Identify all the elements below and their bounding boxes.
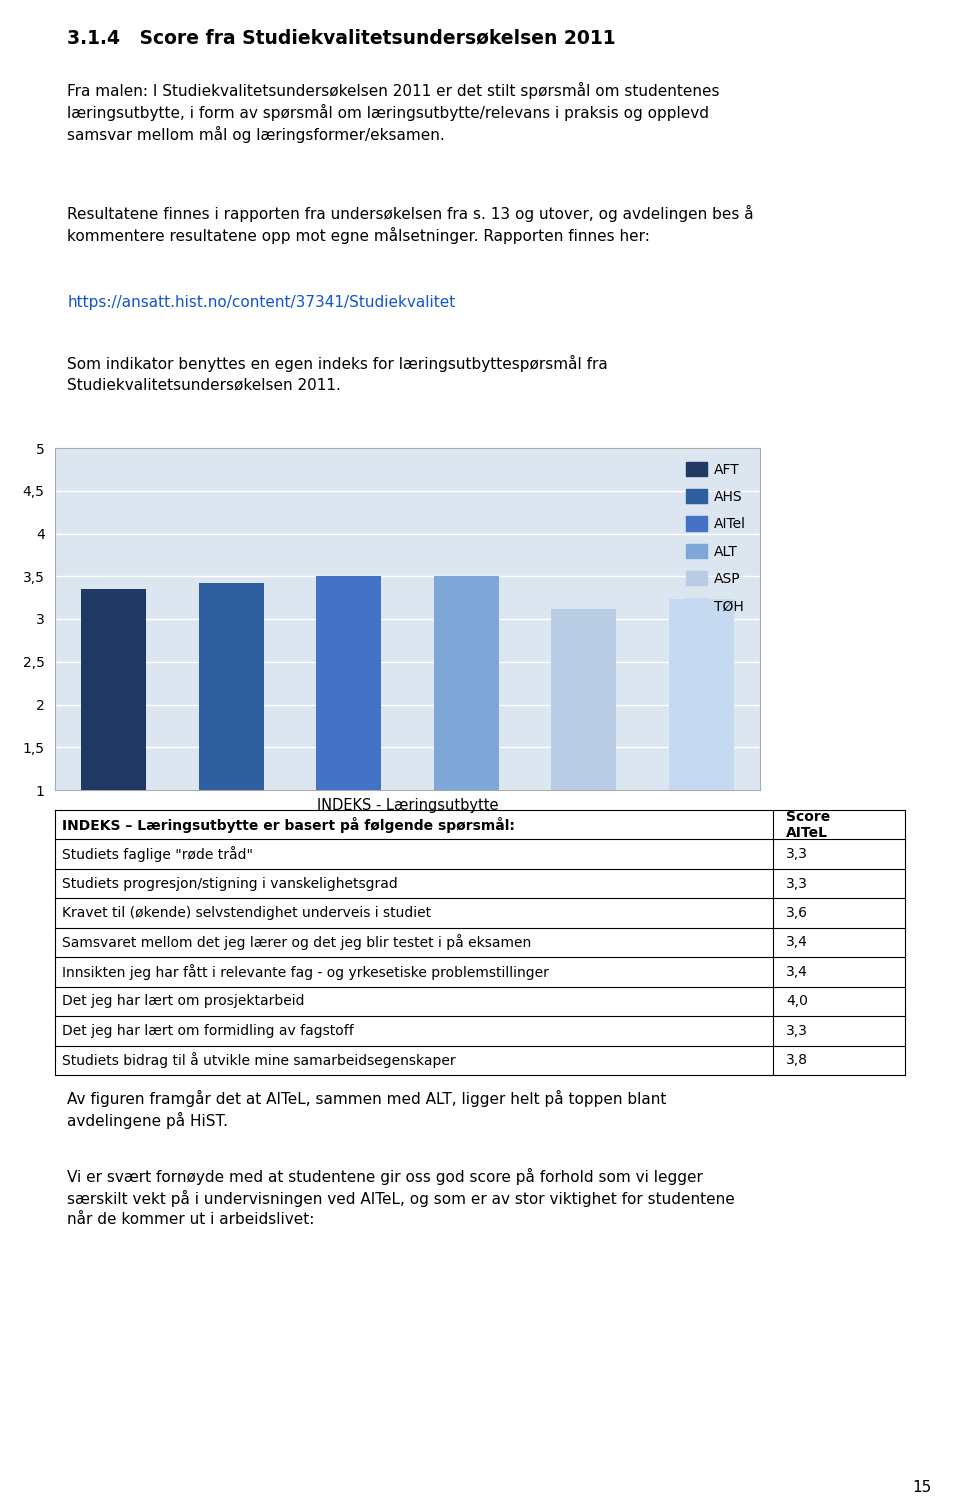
Text: Kravet til (økende) selvstendighet underveis i studiet: Kravet til (økende) selvstendighet under… bbox=[61, 906, 431, 921]
Text: 3,6: 3,6 bbox=[786, 906, 808, 921]
Text: avdelingene på HiST.: avdelingene på HiST. bbox=[67, 1112, 228, 1129]
Text: Studiets faglige "røde tråd": Studiets faglige "røde tråd" bbox=[61, 847, 252, 862]
Text: 4,0: 4,0 bbox=[786, 995, 808, 1008]
Bar bbox=[434, 576, 498, 790]
Bar bbox=[551, 609, 616, 790]
Text: 15: 15 bbox=[912, 1480, 931, 1495]
X-axis label: INDEKS - Læringsutbytte: INDEKS - Læringsutbytte bbox=[317, 799, 498, 814]
Text: Fra malen: I Studiekvalitetsundersøkelsen 2011 er det stilt spørsmål om studente: Fra malen: I Studiekvalitetsundersøkelse… bbox=[67, 81, 720, 99]
Text: kommentere resultatene opp mot egne målsetninger. Rapporten finnes her:: kommentere resultatene opp mot egne måls… bbox=[67, 228, 650, 244]
Text: Vi er svært fornøyde med at studentene gir oss god score på forhold som vi legge: Vi er svært fornøyde med at studentene g… bbox=[67, 1168, 703, 1185]
Text: Studiets progresjon/stigning i vanskelighetsgrad: Studiets progresjon/stigning i vanskelig… bbox=[61, 877, 397, 891]
Text: Studiekvalitetsundersøkelsen 2011.: Studiekvalitetsundersøkelsen 2011. bbox=[67, 377, 341, 392]
Text: 3,3: 3,3 bbox=[786, 877, 808, 891]
Text: 3,4: 3,4 bbox=[786, 936, 808, 949]
Text: Samsvaret mellom det jeg lærer og det jeg blir testet i på eksamen: Samsvaret mellom det jeg lærer og det je… bbox=[61, 934, 531, 951]
Text: Score
AITeL: Score AITeL bbox=[786, 809, 830, 839]
Text: særskilt vekt på i undervisningen ved AITeL, og som er av stor viktighet for stu: særskilt vekt på i undervisningen ved AI… bbox=[67, 1191, 735, 1207]
Bar bbox=[199, 583, 264, 790]
Text: INDEKS – Læringsutbytte er basert på følgende spørsmål:: INDEKS – Læringsutbytte er basert på føl… bbox=[61, 817, 515, 833]
Text: 3,4: 3,4 bbox=[786, 964, 808, 980]
Text: Resultatene finnes i rapporten fra undersøkelsen fra s. 13 og utover, og avdelin: Resultatene finnes i rapporten fra under… bbox=[67, 205, 754, 222]
Text: når de kommer ut i arbeidslivet:: når de kommer ut i arbeidslivet: bbox=[67, 1212, 315, 1227]
Text: 3,3: 3,3 bbox=[786, 847, 808, 860]
Bar bbox=[82, 589, 146, 790]
Text: Av figuren framgår det at AITeL, sammen med ALT, ligger helt på toppen blant: Av figuren framgår det at AITeL, sammen … bbox=[67, 1090, 666, 1108]
Text: Studiets bidrag til å utvikle mine samarbeidsegenskaper: Studiets bidrag til å utvikle mine samar… bbox=[61, 1052, 455, 1068]
Text: Det jeg har lært om formidling av fagstoff: Det jeg har lært om formidling av fagsto… bbox=[61, 1023, 353, 1038]
Text: Som indikator benyttes en egen indeks for læringsutbyttespørsmål fra: Som indikator benyttes en egen indeks fo… bbox=[67, 356, 608, 372]
Bar bbox=[669, 600, 733, 790]
Text: samsvar mellom mål og læringsformer/eksamen.: samsvar mellom mål og læringsformer/eksa… bbox=[67, 127, 444, 143]
Text: 3,3: 3,3 bbox=[786, 1023, 808, 1038]
Text: https://ansatt.hist.no/content/37341/Studiekvalitet: https://ansatt.hist.no/content/37341/Stu… bbox=[67, 295, 455, 310]
Text: læringsutbytte, i form av spørsmål om læringsutbytte/relevans i praksis og opple: læringsutbytte, i form av spørsmål om læ… bbox=[67, 104, 709, 121]
Legend: AFT, AHS, AITel, ALT, ASP, TØH: AFT, AHS, AITel, ALT, ASP, TØH bbox=[680, 455, 753, 621]
Text: Innsikten jeg har fått i relevante fag - og yrkesetiske problemstillinger: Innsikten jeg har fått i relevante fag -… bbox=[61, 964, 549, 980]
Text: 3,8: 3,8 bbox=[786, 1053, 808, 1067]
Bar bbox=[317, 576, 381, 790]
Text: Det jeg har lært om prosjektarbeid: Det jeg har lært om prosjektarbeid bbox=[61, 995, 304, 1008]
Text: 3.1.4   Score fra Studiekvalitetsundersøkelsen 2011: 3.1.4 Score fra Studiekvalitetsundersøke… bbox=[67, 29, 615, 47]
